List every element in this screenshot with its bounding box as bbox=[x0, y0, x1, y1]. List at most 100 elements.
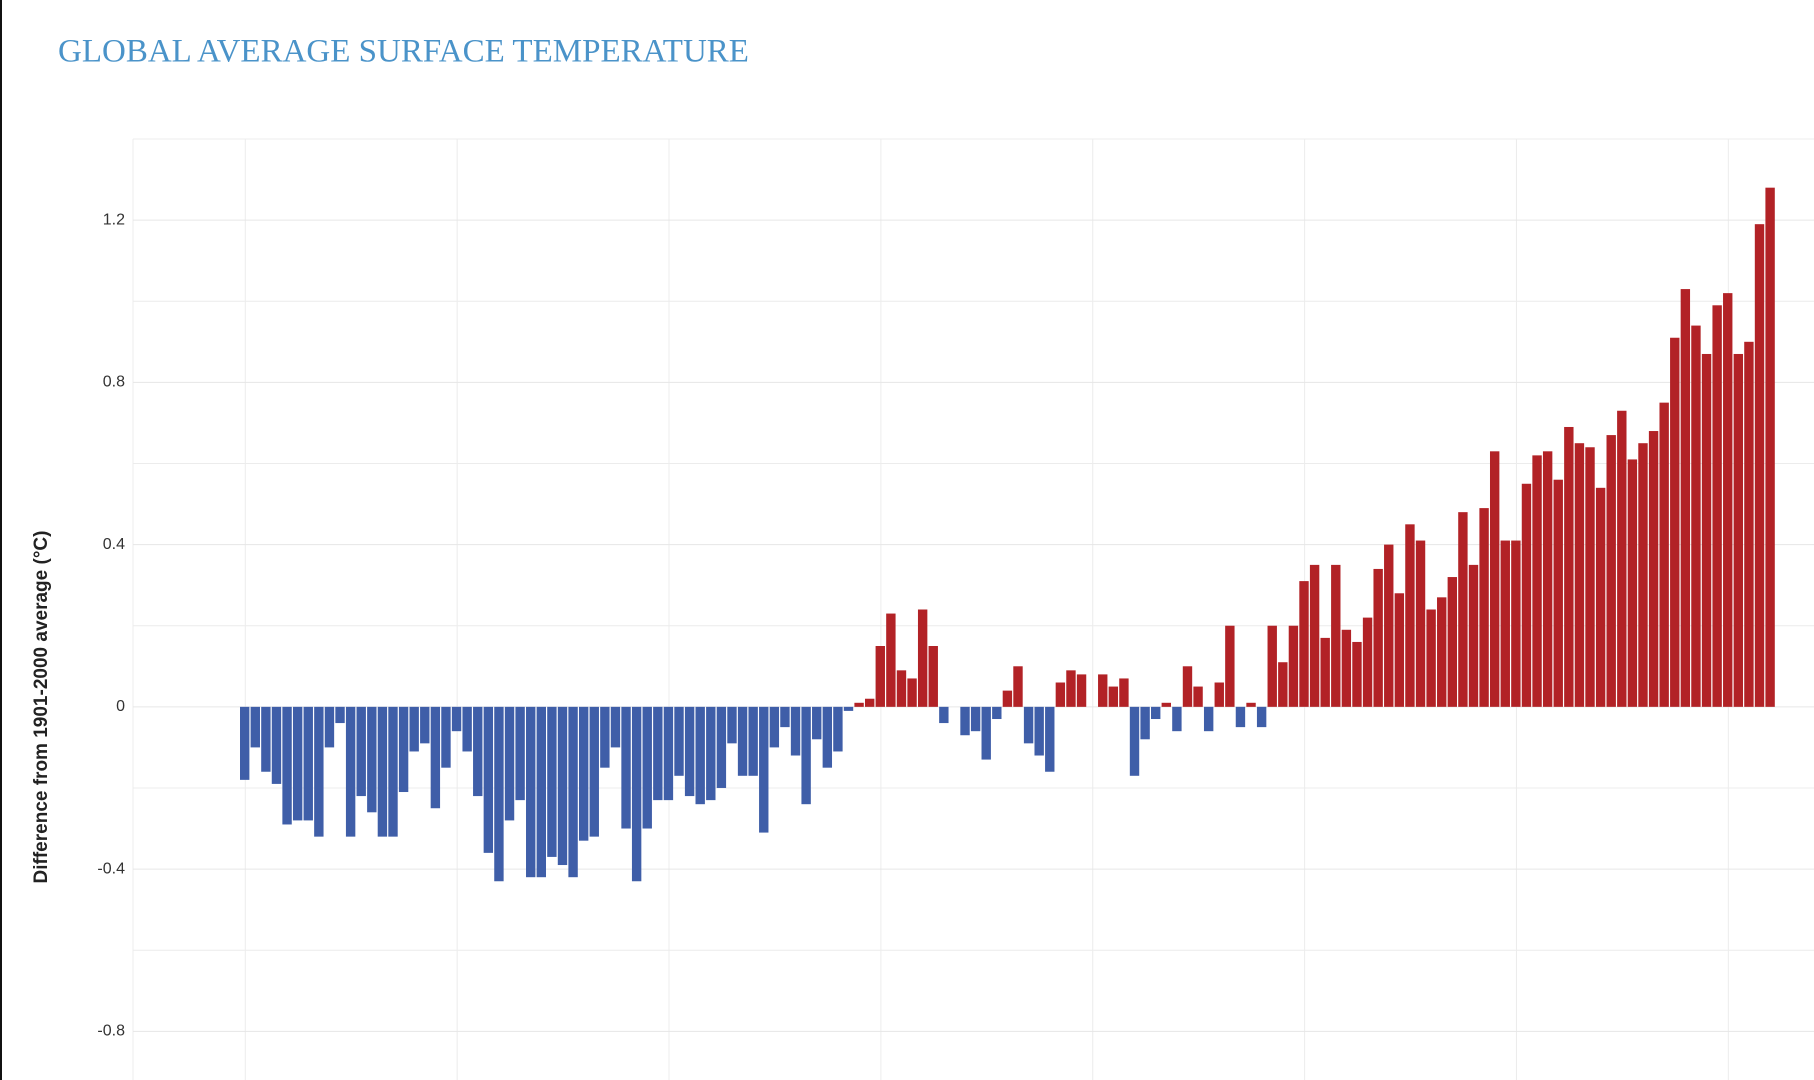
bar bbox=[1447, 577, 1458, 707]
bar bbox=[928, 646, 938, 707]
bar bbox=[1246, 702, 1256, 707]
bar bbox=[356, 706, 366, 797]
bar bbox=[1765, 187, 1775, 707]
bar bbox=[1267, 625, 1277, 707]
bar bbox=[1214, 682, 1224, 707]
bar bbox=[303, 706, 313, 821]
bar bbox=[1002, 690, 1013, 707]
bar bbox=[1680, 289, 1691, 707]
bar bbox=[1670, 337, 1680, 707]
bar bbox=[801, 706, 811, 805]
bar bbox=[240, 706, 250, 780]
bar bbox=[1553, 479, 1563, 707]
bar bbox=[451, 706, 462, 732]
y-tick-label: -0.8 bbox=[97, 1023, 125, 1040]
bar bbox=[430, 706, 441, 809]
bar bbox=[812, 706, 822, 740]
y-tick-label: 0.4 bbox=[103, 536, 125, 553]
bar bbox=[822, 706, 833, 768]
bar bbox=[1606, 435, 1616, 707]
bar bbox=[1627, 459, 1638, 707]
bar bbox=[790, 706, 801, 756]
bar bbox=[684, 706, 695, 797]
bar bbox=[1362, 617, 1373, 707]
bar bbox=[854, 702, 864, 707]
bar bbox=[759, 706, 769, 833]
bar bbox=[769, 706, 780, 748]
bar bbox=[1426, 609, 1436, 707]
bar bbox=[1585, 447, 1595, 707]
bar bbox=[1256, 706, 1267, 728]
bar bbox=[398, 706, 409, 793]
bar bbox=[1648, 431, 1659, 707]
bar bbox=[526, 706, 536, 878]
y-tick-label: 0.8 bbox=[103, 374, 125, 391]
bar bbox=[578, 706, 589, 841]
bar bbox=[631, 706, 642, 882]
bar bbox=[1203, 706, 1214, 732]
bar bbox=[674, 706, 684, 776]
bar bbox=[1129, 706, 1140, 776]
bar bbox=[1172, 706, 1182, 732]
bar bbox=[896, 670, 907, 707]
bar bbox=[473, 706, 483, 797]
bar bbox=[1309, 564, 1320, 707]
bar bbox=[441, 706, 451, 768]
bar bbox=[557, 706, 568, 866]
bar bbox=[1288, 625, 1299, 707]
bar bbox=[1140, 706, 1150, 740]
bar bbox=[706, 706, 716, 801]
bar bbox=[780, 706, 790, 728]
bar bbox=[271, 706, 282, 784]
bar bbox=[1055, 682, 1066, 707]
bar bbox=[1489, 451, 1500, 707]
bar bbox=[1415, 540, 1426, 707]
bar bbox=[981, 706, 991, 760]
bar bbox=[1733, 353, 1744, 707]
bar bbox=[960, 706, 970, 736]
bar bbox=[1341, 629, 1352, 707]
bar bbox=[335, 706, 345, 724]
bar bbox=[917, 609, 928, 707]
bar bbox=[1574, 443, 1585, 707]
bar bbox=[1384, 544, 1394, 707]
bar bbox=[600, 706, 610, 768]
y-tick-label: 0 bbox=[116, 698, 125, 715]
bar bbox=[1542, 451, 1553, 707]
bar bbox=[1373, 568, 1383, 707]
bar bbox=[494, 706, 504, 882]
bar bbox=[1617, 410, 1627, 707]
bar bbox=[504, 706, 515, 821]
bar bbox=[589, 706, 599, 837]
bar bbox=[621, 706, 631, 829]
y-axis-label: Difference from 1901-2000 average (°C) bbox=[31, 531, 52, 884]
bar bbox=[547, 706, 557, 857]
bar bbox=[1098, 674, 1108, 707]
bar bbox=[1638, 443, 1648, 707]
bar bbox=[292, 706, 303, 821]
bar bbox=[1013, 666, 1023, 707]
bar bbox=[939, 706, 949, 724]
bar bbox=[1394, 593, 1405, 707]
bar bbox=[663, 706, 674, 801]
bar bbox=[1331, 564, 1341, 707]
bar bbox=[642, 706, 652, 829]
bar bbox=[324, 706, 335, 748]
bar bbox=[695, 706, 705, 805]
bar bbox=[1119, 678, 1129, 707]
bar bbox=[420, 706, 430, 744]
bar bbox=[1479, 508, 1489, 707]
bar bbox=[886, 613, 896, 707]
bar bbox=[1182, 666, 1193, 707]
bar bbox=[1701, 353, 1712, 707]
bar bbox=[345, 706, 356, 837]
bar bbox=[907, 678, 917, 707]
bar bbox=[314, 706, 324, 837]
bar bbox=[1532, 455, 1542, 707]
bar bbox=[1108, 686, 1119, 707]
bar bbox=[970, 706, 981, 732]
bar bbox=[992, 706, 1002, 720]
bar bbox=[843, 706, 854, 711]
bar bbox=[1564, 426, 1574, 707]
